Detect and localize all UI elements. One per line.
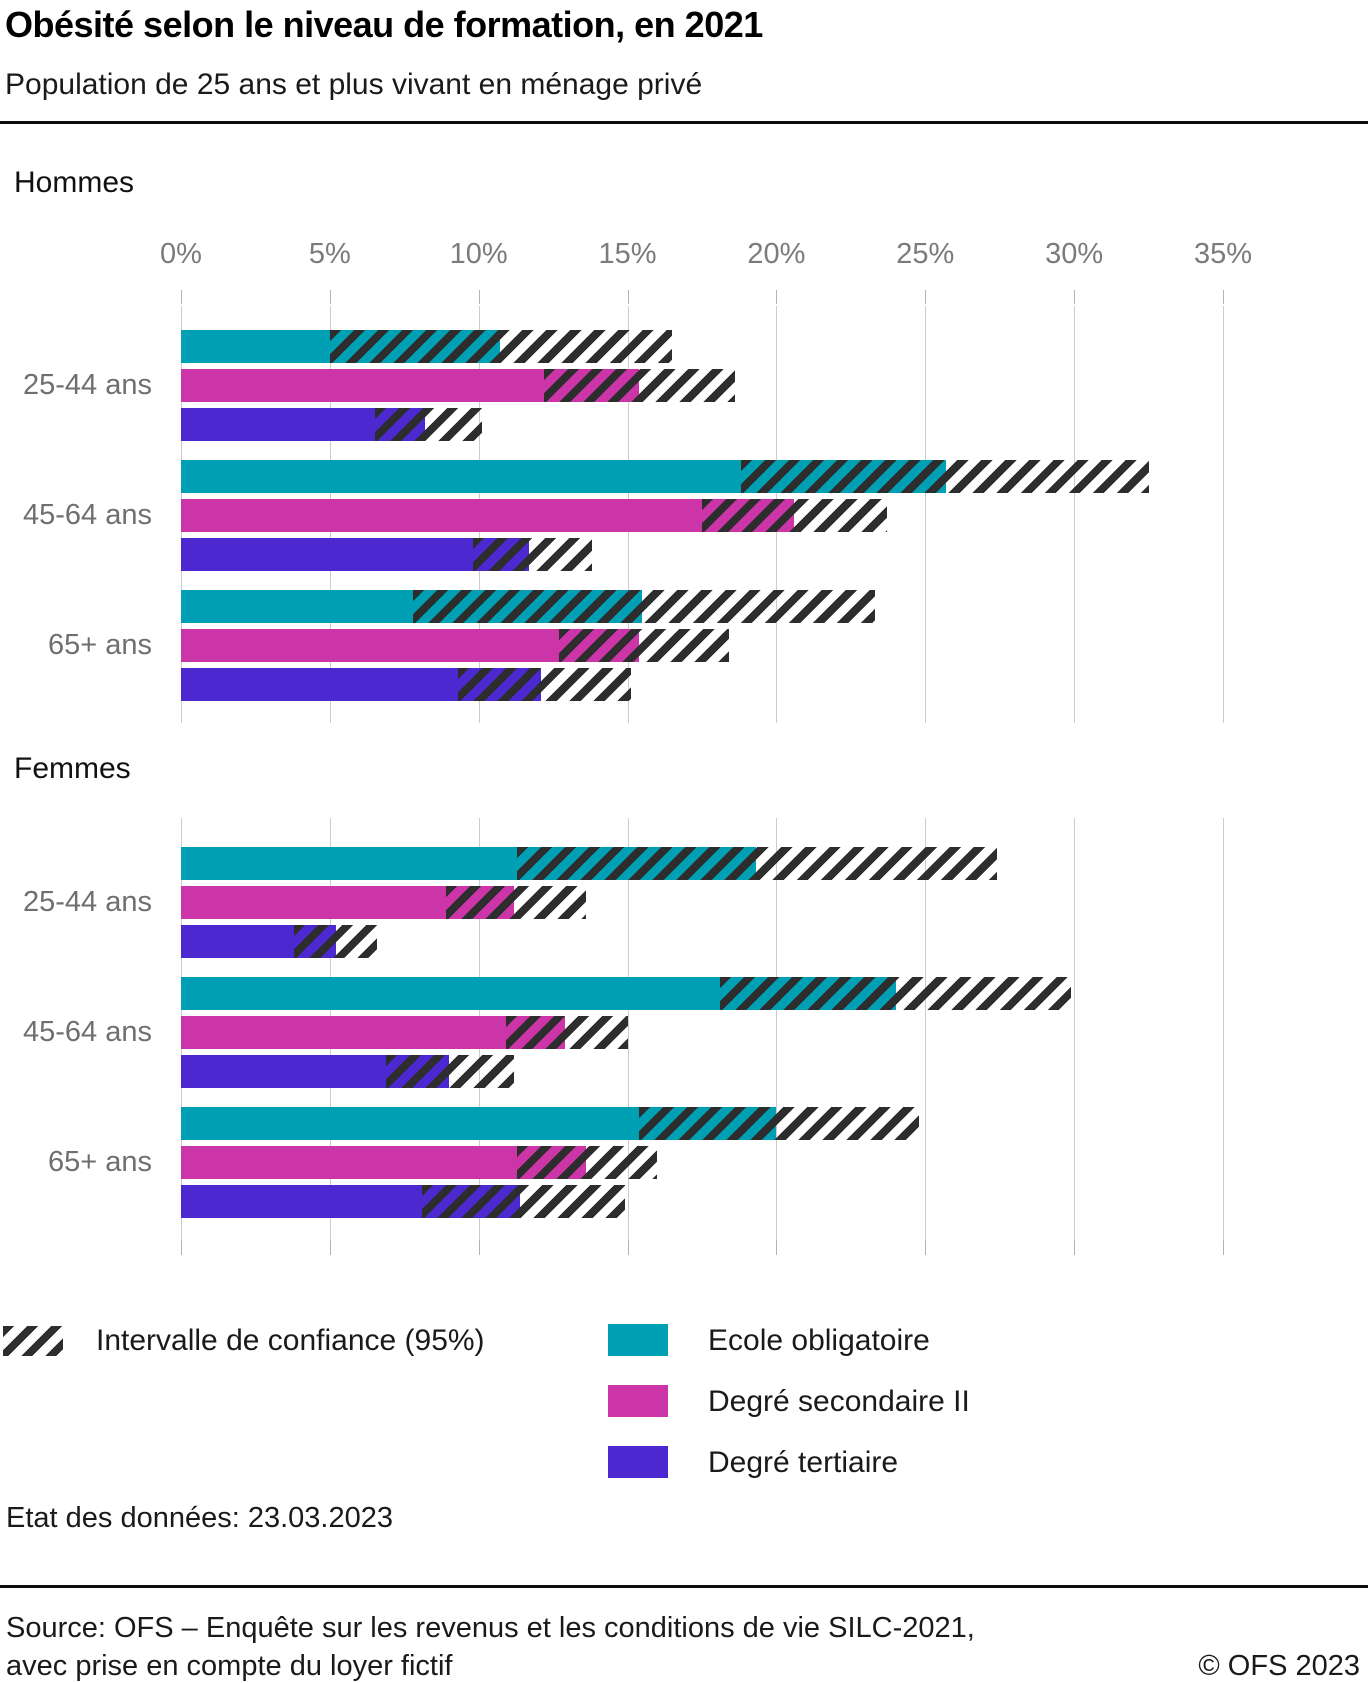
age-group-label: 25-44 ans [23,885,152,918]
x-axis-tick-mark [1223,1240,1224,1255]
x-axis-tick-mark [776,290,778,304]
confidence-interval [544,369,735,402]
confidence-interval [472,538,592,571]
gridline [1074,818,1076,1240]
confidence-interval [505,1016,628,1049]
x-axis-tick-mark [478,290,480,304]
source-line-2: avec prise en compte du loyer fictif [6,1650,453,1682]
confidence-interval [639,1107,920,1140]
section-label-hommes: Hommes [14,166,135,199]
age-group-label: 65+ ans [47,628,152,661]
confidence-interval [422,1185,625,1218]
confidence-interval [413,590,875,623]
value-bar [181,538,530,571]
x-axis-tick-label: 5% [308,238,351,270]
x-axis-tick-mark [1074,290,1076,304]
confidence-interval [559,629,729,662]
confidence-interval [386,1055,515,1088]
x-axis-tick-label: 25% [896,238,955,270]
section-label-femmes: Femmes [14,752,131,785]
gridline [1223,818,1224,1240]
gridline [776,818,778,1240]
gridline [925,818,927,1240]
page-subtitle: Population de 25 ans et plus vivant en m… [5,68,703,101]
plot-hommes: 25-44 ans 45-64 ans 65+ ans [0,306,1368,723]
gridline [925,306,927,723]
gridline [1074,306,1076,723]
x-axis-tick-label: 35% [1193,238,1253,270]
copyright: © OFS 2023 [1198,1650,1360,1682]
data-state-note: Etat des données: 23.03.2023 [6,1502,393,1534]
page-title: Obésité selon le niveau de formation, en… [5,4,763,45]
age-group-label: 45-64 ans [23,1015,152,1048]
confidence-interval [517,847,997,880]
legend-label-ecole-obligatoire: Ecole obligatoire [708,1324,930,1357]
confidence-interval [329,330,673,363]
confidence-interval [517,1146,658,1179]
plot-femmes: 25-44 ans 45-64 ans 65+ ans [0,818,1368,1240]
confidence-interval [719,977,1072,1010]
value-bar [181,499,795,532]
x-axis-ticks-femmes [0,1240,1368,1258]
source-line-1: Source: OFS – Enquête sur les revenus et… [6,1612,975,1644]
legend-label-degre-tertiaire: Degré tertiaire [708,1446,899,1479]
legend: Intervalle de confiance (95%) Ecole obli… [0,1310,1368,1500]
age-group-label: 65+ ans [47,1145,152,1178]
x-axis-tick-mark [627,1240,629,1255]
confidence-interval-label: Intervalle de confiance (95%) [96,1324,485,1357]
x-axis-tick-mark [1223,290,1224,304]
legend-swatch-ecole-obligatoire [608,1324,668,1356]
confidence-interval [740,460,1149,493]
legend-swatch-degre-tertiaire [608,1446,668,1478]
confidence-interval [294,925,378,958]
confidence-interval [457,668,631,701]
age-group-label: 45-64 ans [23,498,152,531]
x-axis-hommes: 0% 5% 10% 15% 20% 25% 30% 35% [0,238,1368,306]
x-axis-tick-label: 30% [1045,238,1104,270]
x-axis-tick-mark [181,1240,182,1255]
x-axis-tick-label: 15% [598,238,657,270]
header-divider [0,121,1368,124]
gridline [627,818,629,1240]
x-axis-tick-label: 10% [449,238,508,270]
x-axis-tick-mark [627,290,629,304]
x-axis-tick-mark [329,1240,331,1255]
confidence-interval [702,499,887,532]
footer-divider [0,1585,1368,1588]
confidence-interval [374,408,482,441]
x-axis-tick-mark [478,1240,480,1255]
x-axis-tick-label: 20% [747,238,806,270]
x-axis-tick-mark [925,1240,927,1255]
legend-label-degre-secondaire: Degré secondaire II [708,1385,970,1418]
legend-swatch-degre-secondaire [608,1385,668,1417]
confidence-interval [445,886,586,919]
gridline [1223,306,1224,723]
age-group-label: 25-44 ans [23,368,152,401]
value-bar [181,1016,566,1049]
confidence-interval-swatch [3,1326,63,1356]
x-axis-tick-mark [329,290,331,304]
x-axis-tick-label: 0% [160,238,202,270]
x-axis-tick-mark [181,290,182,304]
x-axis-tick-mark [776,1240,778,1255]
x-axis-tick-mark [1074,1240,1076,1255]
x-axis-tick-mark [925,290,927,304]
